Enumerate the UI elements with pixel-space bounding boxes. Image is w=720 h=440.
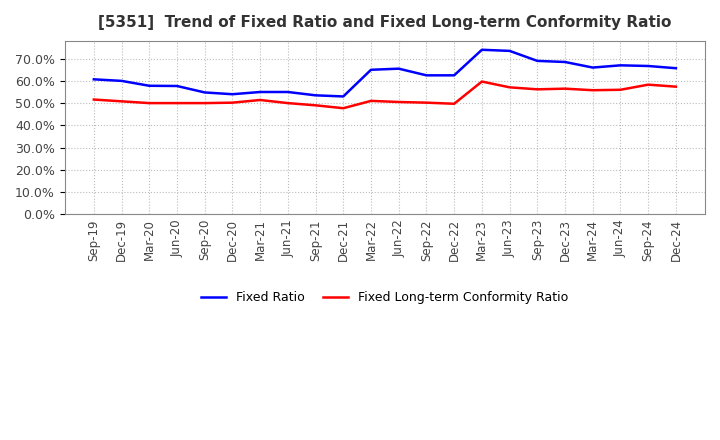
Fixed Long-term Conformity Ratio [366,98,375,103]
Fixed Ratio [89,77,98,82]
Fixed Long-term Conformity Ratio [117,99,126,104]
Fixed Ratio [366,67,375,73]
Fixed Ratio [173,83,181,88]
Fixed Ratio [450,73,459,78]
Fixed Long-term Conformity Ratio [616,87,625,92]
Fixed Ratio [644,63,652,69]
Fixed Ratio [256,89,264,95]
Fixed Ratio [533,58,541,63]
Fixed Long-term Conformity Ratio [200,100,209,106]
Fixed Long-term Conformity Ratio [256,97,264,103]
Fixed Long-term Conformity Ratio [505,84,514,90]
Fixed Ratio [339,94,348,99]
Fixed Long-term Conformity Ratio [228,100,237,105]
Fixed Ratio [200,90,209,95]
Fixed Ratio [477,47,486,52]
Fixed Ratio [117,78,126,84]
Fixed Long-term Conformity Ratio [561,86,570,92]
Fixed Long-term Conformity Ratio [450,101,459,106]
Fixed Long-term Conformity Ratio [395,99,403,105]
Fixed Ratio [311,93,320,98]
Fixed Long-term Conformity Ratio [422,100,431,105]
Fixed Ratio [505,48,514,54]
Fixed Long-term Conformity Ratio [672,84,680,89]
Fixed Long-term Conformity Ratio [89,97,98,102]
Fixed Long-term Conformity Ratio [145,100,153,106]
Fixed Ratio [284,89,292,95]
Fixed Ratio [616,62,625,68]
Fixed Long-term Conformity Ratio [284,100,292,106]
Fixed Long-term Conformity Ratio [173,100,181,106]
Fixed Long-term Conformity Ratio [477,79,486,84]
Fixed Ratio [145,83,153,88]
Fixed Long-term Conformity Ratio [339,106,348,111]
Fixed Ratio [228,92,237,97]
Fixed Ratio [561,59,570,65]
Legend: Fixed Ratio, Fixed Long-term Conformity Ratio: Fixed Ratio, Fixed Long-term Conformity … [196,286,574,309]
Fixed Ratio [395,66,403,71]
Fixed Long-term Conformity Ratio [533,87,541,92]
Fixed Long-term Conformity Ratio [644,82,652,87]
Line: Fixed Long-term Conformity Ratio: Fixed Long-term Conformity Ratio [94,81,676,108]
Fixed Long-term Conformity Ratio [311,103,320,108]
Line: Fixed Ratio: Fixed Ratio [94,50,676,96]
Fixed Ratio [672,66,680,71]
Fixed Long-term Conformity Ratio [588,88,597,93]
Title: [5351]  Trend of Fixed Ratio and Fixed Long-term Conformity Ratio: [5351] Trend of Fixed Ratio and Fixed Lo… [98,15,672,30]
Fixed Ratio [588,65,597,70]
Fixed Ratio [422,73,431,78]
